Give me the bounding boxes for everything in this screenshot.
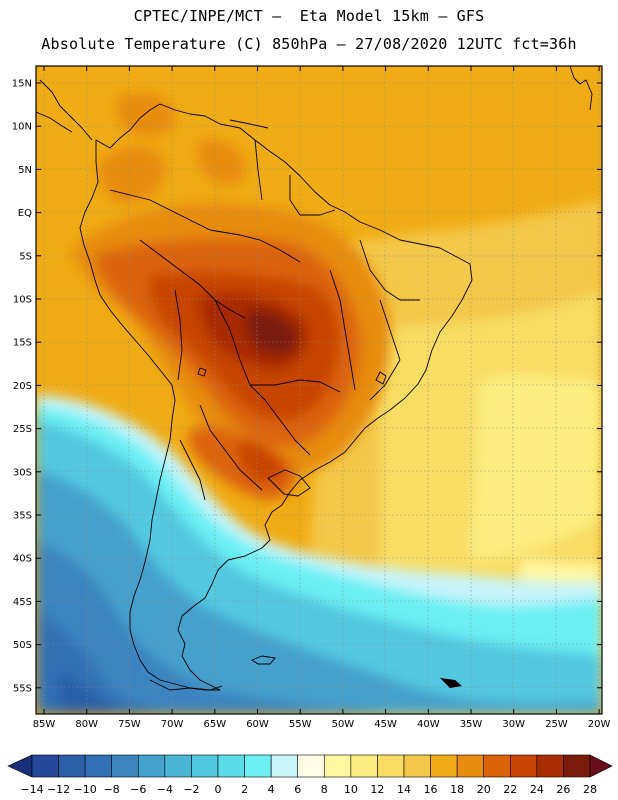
legend-swatch [58, 754, 86, 778]
legend-label: 14 [397, 783, 411, 796]
lat-label: 5N [18, 165, 32, 176]
lat-label: 10S [13, 295, 32, 306]
lon-label: 40W [417, 719, 440, 730]
legend-label: 8 [321, 783, 328, 796]
lon-label: 60W [246, 719, 269, 730]
longitude-labels: 85W 80W 75W 70W 65W 60W 55W 50W 45W 40W 35W 30W 25W 2… [33, 719, 611, 730]
legend-label: 2 [241, 783, 248, 796]
legend-label: −12 [47, 783, 70, 796]
legend-label: 28 [583, 783, 597, 796]
lat-label: 50S [13, 640, 32, 651]
legend-label: −6 [130, 783, 146, 796]
legend-swatch [31, 754, 59, 778]
legend-label: −8 [104, 783, 120, 796]
legend-swatch [377, 754, 405, 778]
legend-label: 24 [530, 783, 544, 796]
chart-title-line1: CPTEC/INPE/MCT – Eta Model 15km – GFS [133, 7, 485, 25]
legend-label: 10 [344, 783, 358, 796]
legend-label: −2 [183, 783, 199, 796]
legend-label: 20 [477, 783, 491, 796]
legend-label: 16 [424, 783, 438, 796]
legend-label: 12 [370, 783, 384, 796]
lat-label: EQ [18, 208, 32, 219]
lat-label: 30S [13, 467, 32, 478]
legend-swatch [111, 754, 139, 778]
lat-label: 40S [13, 554, 32, 565]
legend-label: −10 [74, 783, 97, 796]
legend-swatch [430, 754, 458, 778]
map-frame [35, 65, 603, 715]
lat-label: 20S [13, 381, 32, 392]
legend-swatch [191, 754, 219, 778]
chart-title-line2: Absolute Temperature (C) 850hPa – 27/08/… [41, 35, 577, 53]
lon-label: 20W [588, 719, 611, 730]
temperature-field [36, 66, 602, 714]
legend-upper-extension [589, 754, 613, 778]
legend-swatch [563, 754, 591, 778]
lon-label: 75W [118, 719, 141, 730]
lon-label: 55W [289, 719, 312, 730]
lon-label: 25W [545, 719, 568, 730]
legend-swatch [297, 754, 325, 778]
legend-label: 26 [556, 783, 570, 796]
lon-label: 30W [502, 719, 525, 730]
lat-label: 25S [13, 424, 32, 435]
legend-swatch [84, 754, 113, 778]
lon-label: 80W [75, 719, 98, 730]
legend-label: 0 [215, 783, 222, 796]
legend-swatch [164, 754, 192, 778]
legend-swatch [137, 754, 166, 778]
legend-label: 4 [268, 783, 275, 796]
legend-swatch [217, 754, 245, 778]
legend-lower-extension [7, 754, 33, 778]
lon-label: 85W [33, 719, 56, 730]
lat-label: 5S [19, 251, 32, 262]
latitude-labels: 15N 10N 5N EQ 5S 10S 15S 20S 25S 30S 35S 40S 45S 50S 5… [12, 79, 32, 695]
legend-swatch [270, 754, 299, 778]
lon-label: 70W [161, 719, 184, 730]
graticule [36, 66, 602, 714]
legend-swatch [509, 754, 538, 778]
lon-label: 45W [374, 719, 397, 730]
legend-label: −4 [157, 783, 173, 796]
legend-color-bar [7, 754, 613, 778]
lon-label: 35W [460, 719, 483, 730]
legend-swatch [536, 754, 564, 778]
lat-label: 35S [13, 511, 32, 522]
legend-label: 22 [503, 783, 517, 796]
lat-label: 45S [13, 597, 32, 608]
legend-swatch [350, 754, 378, 778]
legend-swatch [403, 754, 431, 778]
lat-label: 15N [12, 79, 32, 90]
axis-ticks [36, 66, 602, 714]
legend-swatch [456, 754, 485, 778]
legend-labels: −14 −12 −10 −8 −6 −4 −2 0 2 4 6 8 10 12 14 16 18 20 22 24 26… [20, 783, 597, 796]
coastline [36, 66, 593, 691]
lon-label: 50W [332, 719, 355, 730]
legend-swatch [244, 754, 272, 778]
legend-swatch [323, 754, 352, 778]
legend-label: 18 [450, 783, 464, 796]
legend-label: 6 [294, 783, 301, 796]
lat-label: 10N [12, 122, 32, 133]
lon-label: 65W [203, 719, 226, 730]
lat-label: 15S [13, 338, 32, 349]
legend-label: −14 [20, 783, 43, 796]
legend-swatch [483, 754, 511, 778]
lat-label: 55S [13, 683, 32, 694]
